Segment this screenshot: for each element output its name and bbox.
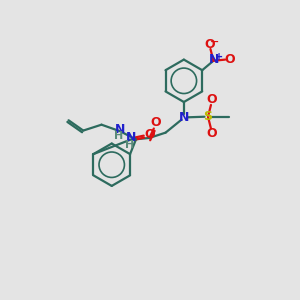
Text: O: O [225,52,235,65]
Text: N: N [209,53,220,66]
Text: H: H [114,131,123,142]
Text: N: N [179,111,189,124]
Text: −: − [210,37,219,47]
Text: O: O [207,93,218,106]
Text: N: N [126,131,136,144]
Text: O: O [144,128,154,141]
Text: S: S [203,110,212,123]
Text: O: O [150,116,160,129]
Text: N: N [115,124,125,136]
Text: H: H [125,140,135,150]
Text: O: O [205,38,215,51]
Text: +: + [215,52,224,62]
Text: O: O [207,127,218,140]
